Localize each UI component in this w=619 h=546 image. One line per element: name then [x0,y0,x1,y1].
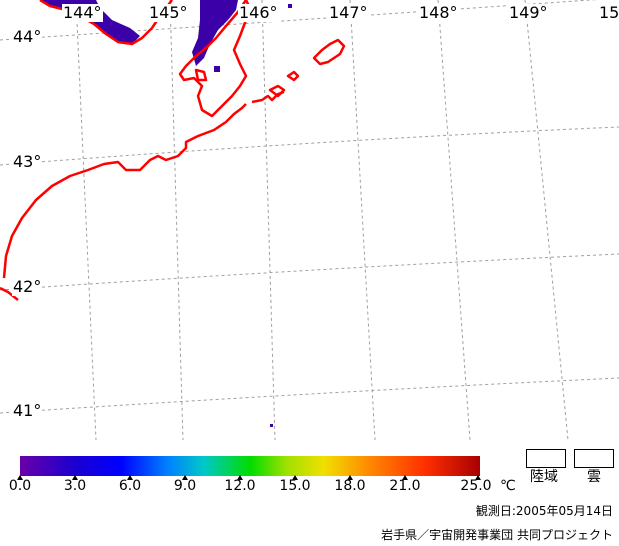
longitude-label-147: 147° [328,3,369,22]
colorbar-tick-label: 3.0 [63,478,87,494]
longitude-line-145 [169,0,184,441]
sst-pixel-patch-north [192,0,238,66]
latitude-label-41: 41° [12,401,43,420]
land-legend-swatch [526,449,566,468]
longitude-line-148 [437,0,471,441]
map-canvas [0,0,619,441]
colorbar-tick-mark [402,475,408,480]
temperature-unit: ℃ [500,478,516,494]
colorbar-tick-label: 21.0 [389,478,421,494]
latitude-line-43 [0,126,619,166]
islet-1 [268,84,286,98]
sst-pixel-speck-3 [270,424,273,427]
coastline-southwest [0,286,19,301]
temperature-colorbar [20,456,480,476]
latitude-line-42 [0,253,619,291]
colorbar-tick-label: 12.0 [224,478,256,494]
colorbar-tick-mark [347,475,353,480]
coastline [0,0,346,301]
colorbar-tick-mark [475,475,481,480]
credit-line: 岩手県／宇宙開発事業団 共同プロジェクト [381,528,613,542]
latitude-label-44: 44° [12,27,43,46]
shikotan-island [312,38,346,66]
longitude-line-144 [75,0,97,441]
colorbar-tick-mark [237,475,243,480]
longitude-line-149 [524,0,569,441]
colorbar-tick-label: 15.0 [279,478,311,494]
longitude-label-148: 148° [418,3,459,22]
graticule [0,0,619,441]
colorbar-tick-label: 9.0 [173,478,197,494]
latitude-label-43: 43° [12,152,43,171]
colorbar-tick-label: 6.0 [118,478,142,494]
colorbar-tick-label: 25.0 [460,478,492,494]
islet-2 [286,70,300,82]
longitude-label-149: 149° [508,3,549,22]
shiretoko-peninsula [178,0,252,118]
colorbar-tick-mark [292,475,298,480]
colorbar-tick-mark [17,475,23,480]
sst-pixels [40,0,292,427]
observation-date: 観測日:2005年05月14日 [475,504,613,518]
colorbar-tick-mark [72,475,78,480]
longitude-label-145: 145° [148,3,189,22]
longitude-label-150: 15 [598,3,619,22]
sst-pixel-patch-west [40,0,140,44]
coastline-south [2,103,247,279]
colorbar-tick-mark [182,475,188,480]
longitude-line-147 [349,0,376,441]
latitude-line-44 [0,0,598,41]
land-legend-label: 陸域 [530,469,558,485]
cloud-legend-label: 雲 [587,469,601,485]
longitude-line-146 [261,0,276,441]
longitude-label-144: 144° [62,3,103,22]
latitude-line-41 [0,377,619,414]
latitude-label-42: 42° [12,277,43,296]
sst-pixel-speck-2 [288,4,292,8]
colorbar-tick-mark [127,475,133,480]
sst-map: 144° 145° 146° 147° 148° 149° 15 44° 43°… [0,0,619,441]
sst-pixel-speck-1 [214,66,220,72]
longitude-label-146: 146° [238,3,279,22]
colorbar-tick-label: 0.0 [8,478,32,494]
cloud-legend-swatch [574,449,614,468]
colorbar-tick-label: 18.0 [334,478,366,494]
islet-3 [194,68,208,82]
